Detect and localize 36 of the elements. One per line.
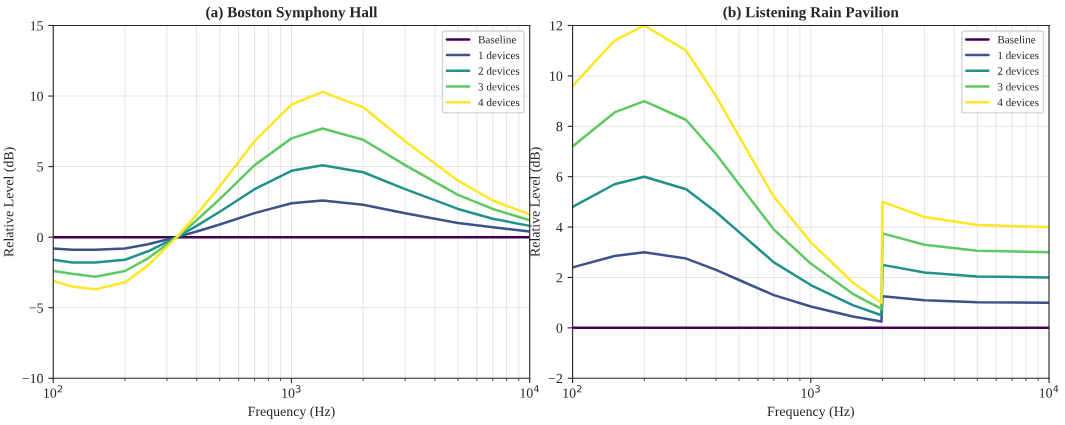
y-tick-label: 0 (37, 232, 43, 243)
legend-label: 2 devices (478, 66, 520, 75)
x-axis-title: Frequency (Hz) (248, 406, 335, 419)
legend-label: 3 devices (478, 82, 520, 91)
chart-title: (a) Boston Symphony Hall (206, 6, 378, 21)
legend-label: 2 devices (997, 66, 1039, 75)
y-tick-label: 12 (550, 21, 563, 31)
y-axis-title: Relative Level (dB) (3, 147, 17, 257)
x-tick-label: 10$^{2}$ (563, 385, 582, 398)
y-tick-label: 5 (37, 162, 43, 172)
x-tick-label: 10$^{4}$ (520, 385, 540, 398)
y-tick-label: 0 (556, 323, 563, 333)
chart-title: (b) Listening Rain Pavilion (723, 6, 899, 21)
x-tick-label: 10$^{3}$ (282, 385, 301, 398)
legend-label: Baseline (997, 35, 1036, 44)
y-tick-label: 15 (30, 21, 43, 31)
y-tick-label: 10 (30, 91, 43, 102)
y-tick-label: 4 (556, 222, 563, 232)
legend-label: 3 devices (997, 82, 1039, 91)
legend-label: 4 devices (997, 98, 1039, 107)
legend-label: Baseline (478, 35, 516, 44)
x-tick-label: 10$^{3}$ (801, 385, 820, 398)
legend-label: 4 devices (478, 98, 520, 107)
y-tick-label: 10 (550, 71, 563, 81)
y-tick-label: −5 (29, 303, 43, 313)
legend-label: 1 devices (998, 51, 1039, 60)
x-tick-label: 10$^{4}$ (1039, 385, 1059, 398)
y-tick-label: 6 (556, 172, 563, 182)
legend-label: 1 devices (479, 51, 520, 60)
y-tick-label: −10 (22, 373, 43, 384)
x-axis-title: Frequency (Hz) (767, 406, 854, 419)
x-tick-label: 10$^{2}$ (44, 385, 63, 398)
y-tick-label: −2 (548, 373, 563, 384)
y-axis-title: Relative Level (dB) (529, 147, 543, 257)
y-tick-label: 2 (556, 273, 563, 283)
y-tick-label: 8 (556, 121, 563, 132)
